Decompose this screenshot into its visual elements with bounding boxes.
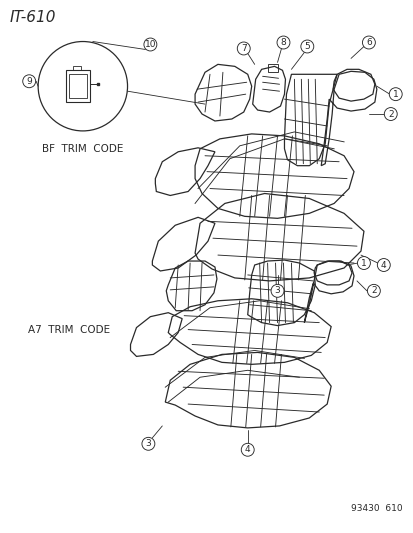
- Circle shape: [23, 75, 36, 88]
- Text: 4: 4: [380, 261, 386, 270]
- Text: 3: 3: [145, 439, 151, 448]
- Text: 10: 10: [144, 40, 156, 49]
- Circle shape: [383, 108, 396, 120]
- Circle shape: [356, 256, 370, 270]
- Text: 9: 9: [26, 77, 32, 86]
- Text: 4: 4: [244, 445, 250, 454]
- Text: 2: 2: [387, 109, 393, 118]
- Text: 1: 1: [392, 90, 398, 99]
- Circle shape: [376, 259, 389, 271]
- Circle shape: [237, 42, 249, 55]
- Text: 93430  610: 93430 610: [350, 504, 402, 513]
- Circle shape: [241, 443, 254, 456]
- Circle shape: [361, 36, 375, 49]
- Circle shape: [300, 40, 313, 53]
- Text: A7  TRIM  CODE: A7 TRIM CODE: [28, 325, 110, 335]
- Circle shape: [388, 88, 401, 101]
- Text: 2: 2: [370, 286, 376, 295]
- Text: IT-610: IT-610: [9, 10, 56, 25]
- Text: 8: 8: [280, 38, 286, 47]
- Text: 5: 5: [304, 42, 309, 51]
- Circle shape: [142, 438, 154, 450]
- Text: 3: 3: [274, 286, 280, 295]
- Text: BF  TRIM  CODE: BF TRIM CODE: [42, 144, 123, 154]
- Circle shape: [366, 285, 380, 297]
- Text: 7: 7: [240, 44, 246, 53]
- Text: 6: 6: [365, 38, 371, 47]
- Text: 1: 1: [360, 259, 366, 268]
- Circle shape: [144, 38, 157, 51]
- Circle shape: [276, 36, 289, 49]
- Circle shape: [271, 285, 283, 297]
